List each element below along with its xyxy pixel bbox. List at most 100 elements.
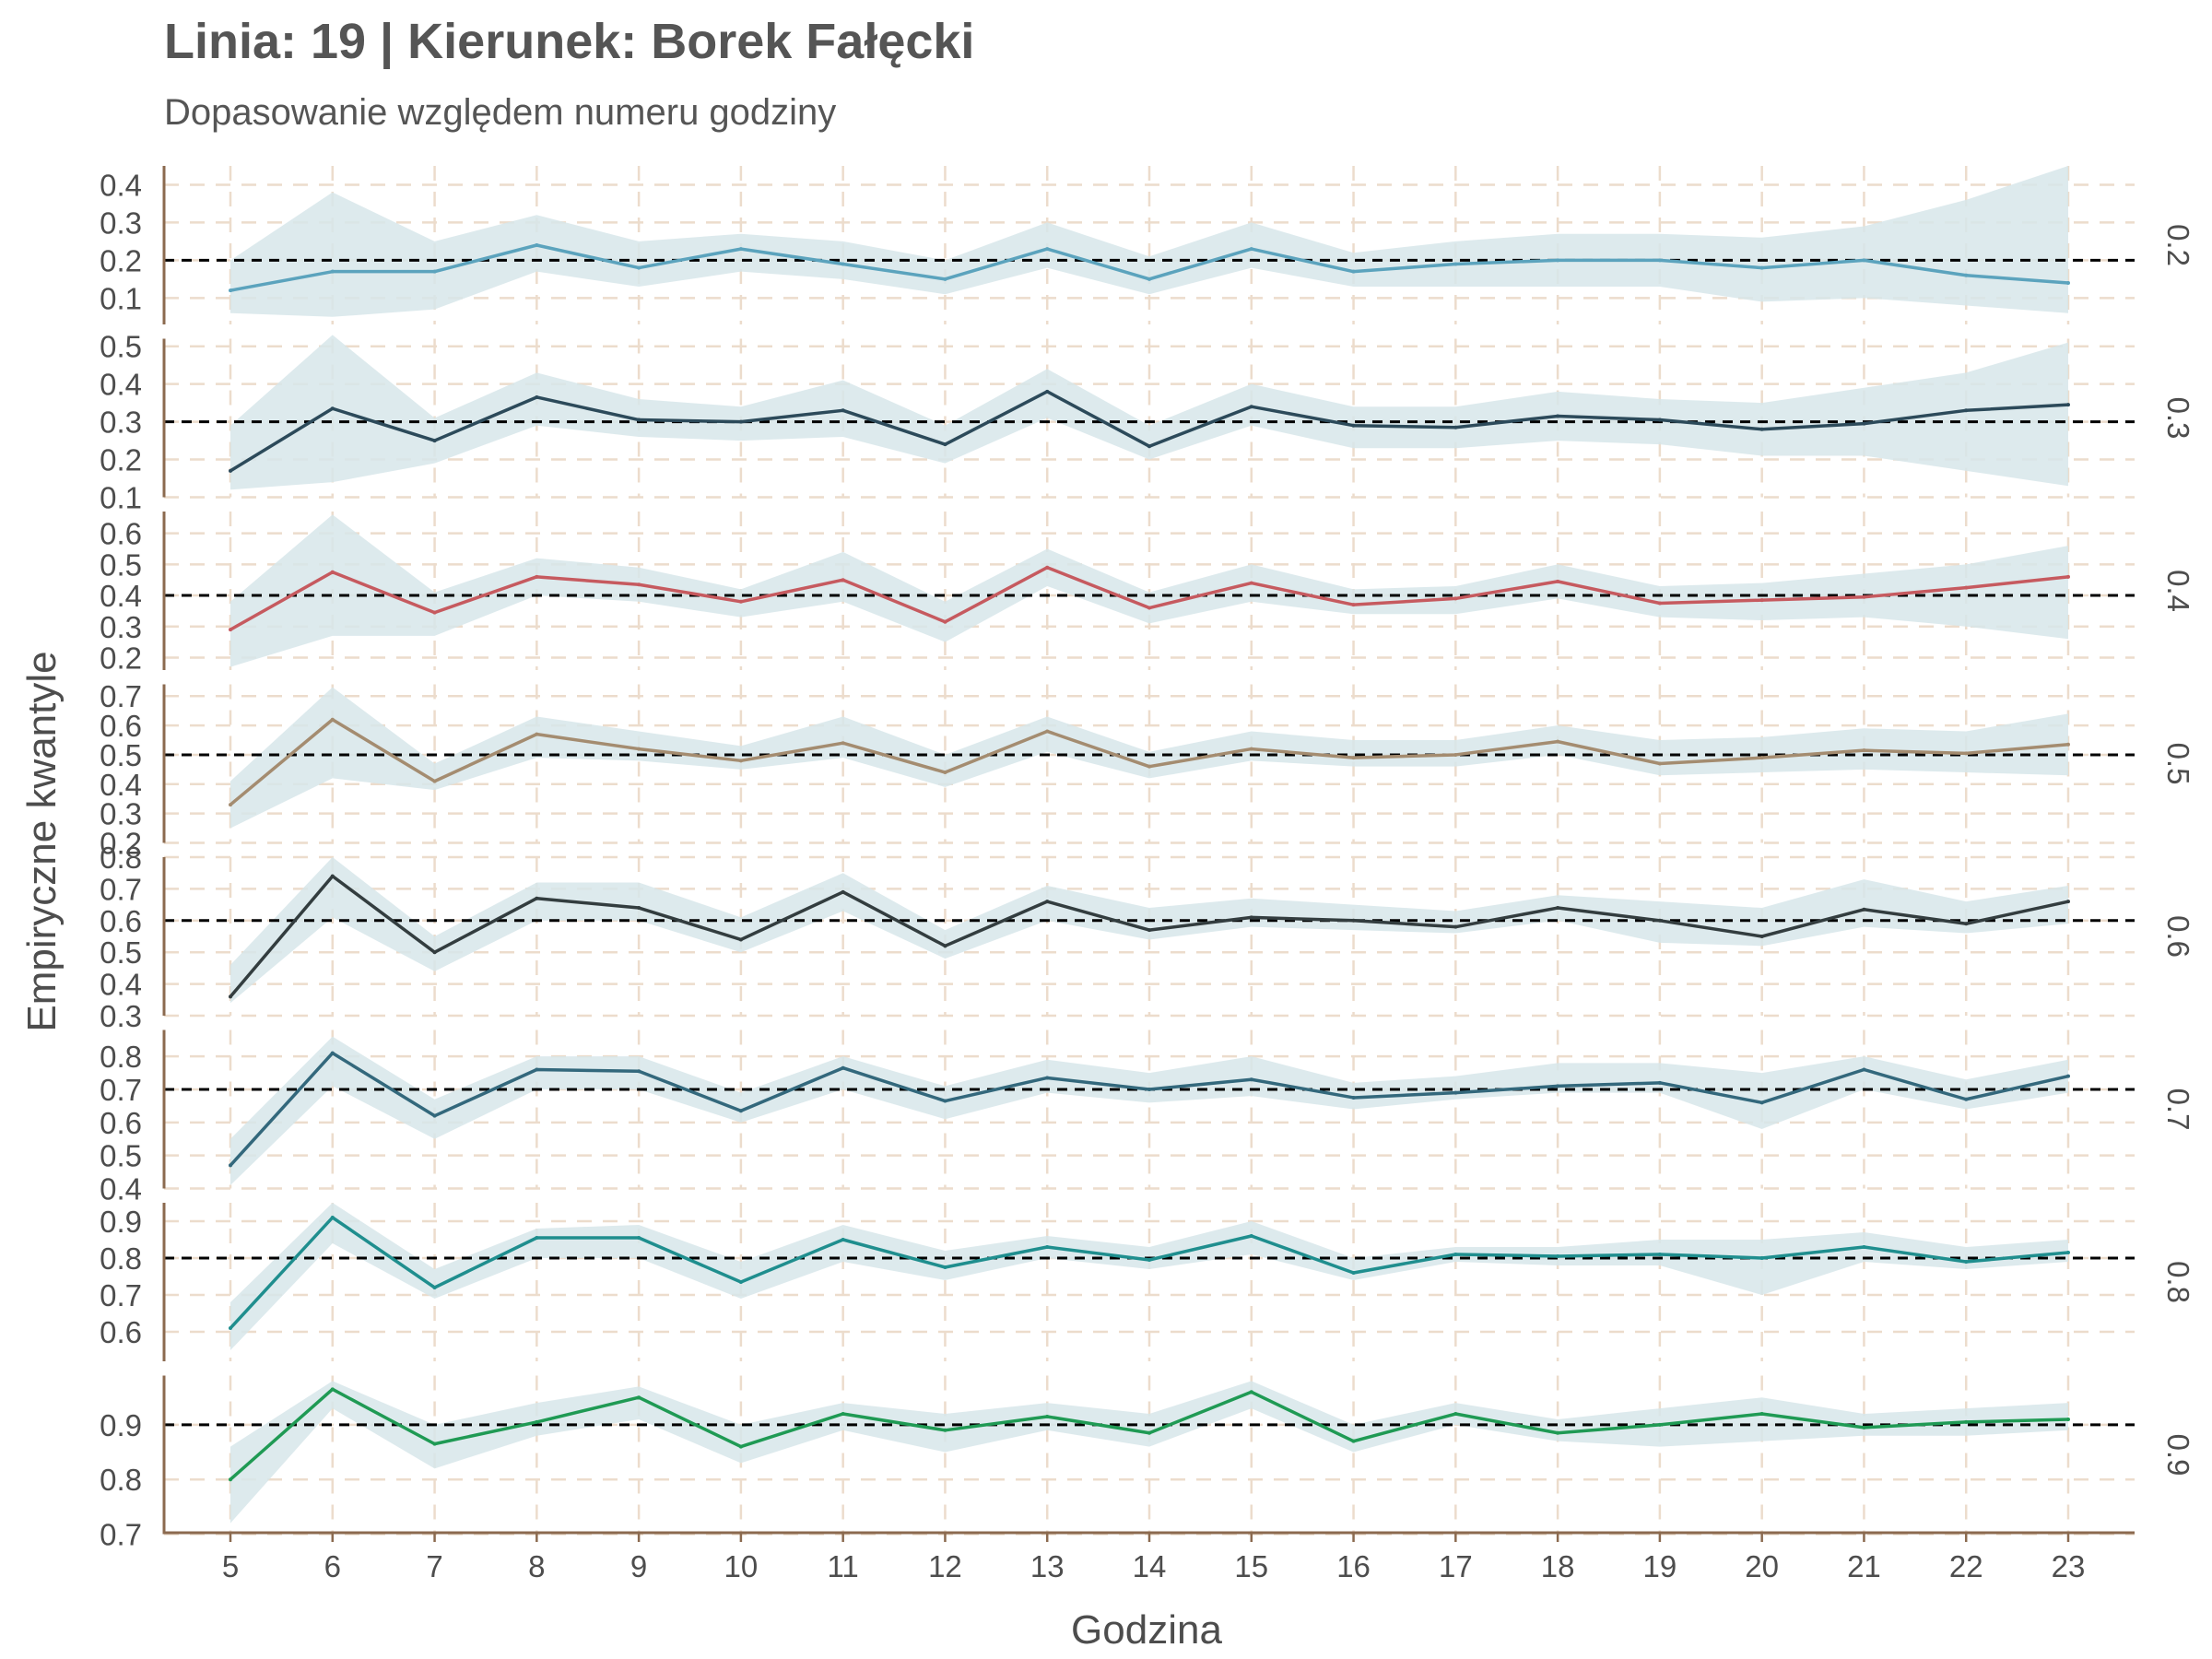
data-point <box>738 1280 743 1284</box>
y-tick-label: 0.6 <box>100 904 142 938</box>
data-point <box>1657 1422 1662 1427</box>
data-point <box>1249 1077 1253 1082</box>
data-point <box>1964 408 1969 413</box>
data-point <box>943 1265 947 1269</box>
data-point <box>1759 935 1764 938</box>
data-point <box>1147 764 1151 769</box>
data-point <box>1045 1076 1050 1080</box>
facet-strip-label: 0.8 <box>2161 1261 2195 1303</box>
data-point <box>1045 900 1050 904</box>
data-point <box>535 243 539 247</box>
facet-strip-label: 0.4 <box>2161 570 2195 612</box>
data-point <box>1556 1084 1560 1088</box>
data-point <box>1862 1425 1866 1430</box>
y-tick-label: 0.4 <box>100 579 142 613</box>
data-point <box>1045 1414 1050 1418</box>
panel-0.2: 0.10.20.30.40.2 <box>100 166 2195 324</box>
y-tick-label: 0.8 <box>100 1040 142 1074</box>
data-point <box>943 1099 947 1103</box>
x-tick-label: 19 <box>1643 1549 1677 1583</box>
x-tick-label: 6 <box>324 1549 341 1583</box>
y-tick-label: 0.2 <box>100 443 142 477</box>
x-tick-label: 18 <box>1541 1549 1575 1583</box>
data-point <box>1964 585 1969 590</box>
data-point <box>1556 258 1560 263</box>
data-point <box>1351 423 1356 428</box>
data-point <box>943 619 947 624</box>
data-point <box>841 1412 845 1417</box>
confidence-band <box>230 1203 2068 1350</box>
data-point <box>1249 247 1253 252</box>
data-point <box>1453 924 1458 929</box>
data-point <box>432 610 437 615</box>
x-tick-label: 21 <box>1847 1549 1881 1583</box>
y-tick-label: 0.2 <box>100 243 142 277</box>
data-point <box>1453 425 1458 429</box>
data-point <box>330 1051 335 1055</box>
data-point <box>1759 1412 1764 1417</box>
x-tick-label: 10 <box>724 1549 759 1583</box>
y-tick-label: 0.3 <box>100 610 142 644</box>
confidence-band <box>230 687 2068 829</box>
data-point <box>330 1216 335 1219</box>
data-point <box>637 1395 641 1400</box>
data-point <box>1657 418 1662 422</box>
data-point <box>432 1441 437 1446</box>
data-point <box>1964 1097 1969 1101</box>
data-point <box>330 717 335 722</box>
data-point <box>229 1326 233 1330</box>
data-point <box>841 1065 845 1070</box>
data-point <box>1351 1095 1356 1100</box>
data-point <box>2065 1417 2070 1421</box>
data-point <box>1862 907 1866 912</box>
data-point <box>1862 421 1866 426</box>
y-tick-label: 0.5 <box>100 1139 142 1173</box>
data-point <box>1759 265 1764 270</box>
y-tick-label: 0.9 <box>100 1408 142 1442</box>
data-point <box>2065 1251 2070 1254</box>
y-tick-label: 0.3 <box>100 797 142 831</box>
data-point <box>637 582 641 587</box>
data-point <box>1453 1253 1458 1256</box>
y-tick-label: 0.8 <box>100 841 142 875</box>
y-tick-label: 0.8 <box>100 1463 142 1497</box>
facet-strip-label: 0.9 <box>2161 1434 2195 1477</box>
y-tick-label: 0.7 <box>100 1518 142 1552</box>
data-point <box>1556 414 1560 418</box>
data-point <box>1249 747 1253 751</box>
data-point <box>738 1444 743 1449</box>
data-point <box>1964 1419 1969 1424</box>
y-tick-label: 0.6 <box>100 1315 142 1349</box>
data-point <box>535 1419 539 1424</box>
data-point <box>1453 752 1458 757</box>
data-point <box>841 1238 845 1241</box>
y-tick-label: 0.4 <box>100 168 142 202</box>
data-point <box>1964 273 1969 277</box>
y-tick-label: 0.4 <box>100 968 142 1002</box>
data-point <box>943 276 947 281</box>
data-point <box>535 1236 539 1240</box>
data-point <box>1453 1412 1458 1417</box>
data-point <box>1147 928 1151 933</box>
data-point <box>1249 915 1253 920</box>
y-tick-label: 0.6 <box>100 517 142 551</box>
data-point <box>1964 1260 1969 1264</box>
x-tick-label: 15 <box>1234 1549 1268 1583</box>
data-point <box>229 1163 233 1168</box>
data-point <box>1657 918 1662 923</box>
data-point <box>535 732 539 736</box>
x-tick-label: 23 <box>2052 1549 2086 1583</box>
data-point <box>841 408 845 413</box>
x-tick-label: 20 <box>1745 1549 1779 1583</box>
facet-strip-label: 0.3 <box>2161 397 2195 440</box>
data-point <box>1045 1245 1050 1249</box>
y-axis-title: Empiryczne kwantyle <box>19 651 65 1031</box>
data-point <box>637 1069 641 1074</box>
data-point <box>2065 1074 2070 1078</box>
y-tick-label: 0.3 <box>100 406 142 440</box>
data-point <box>229 803 233 807</box>
data-point <box>637 265 641 270</box>
data-point <box>1249 581 1253 585</box>
data-point <box>1556 906 1560 911</box>
data-point <box>1453 1090 1458 1095</box>
